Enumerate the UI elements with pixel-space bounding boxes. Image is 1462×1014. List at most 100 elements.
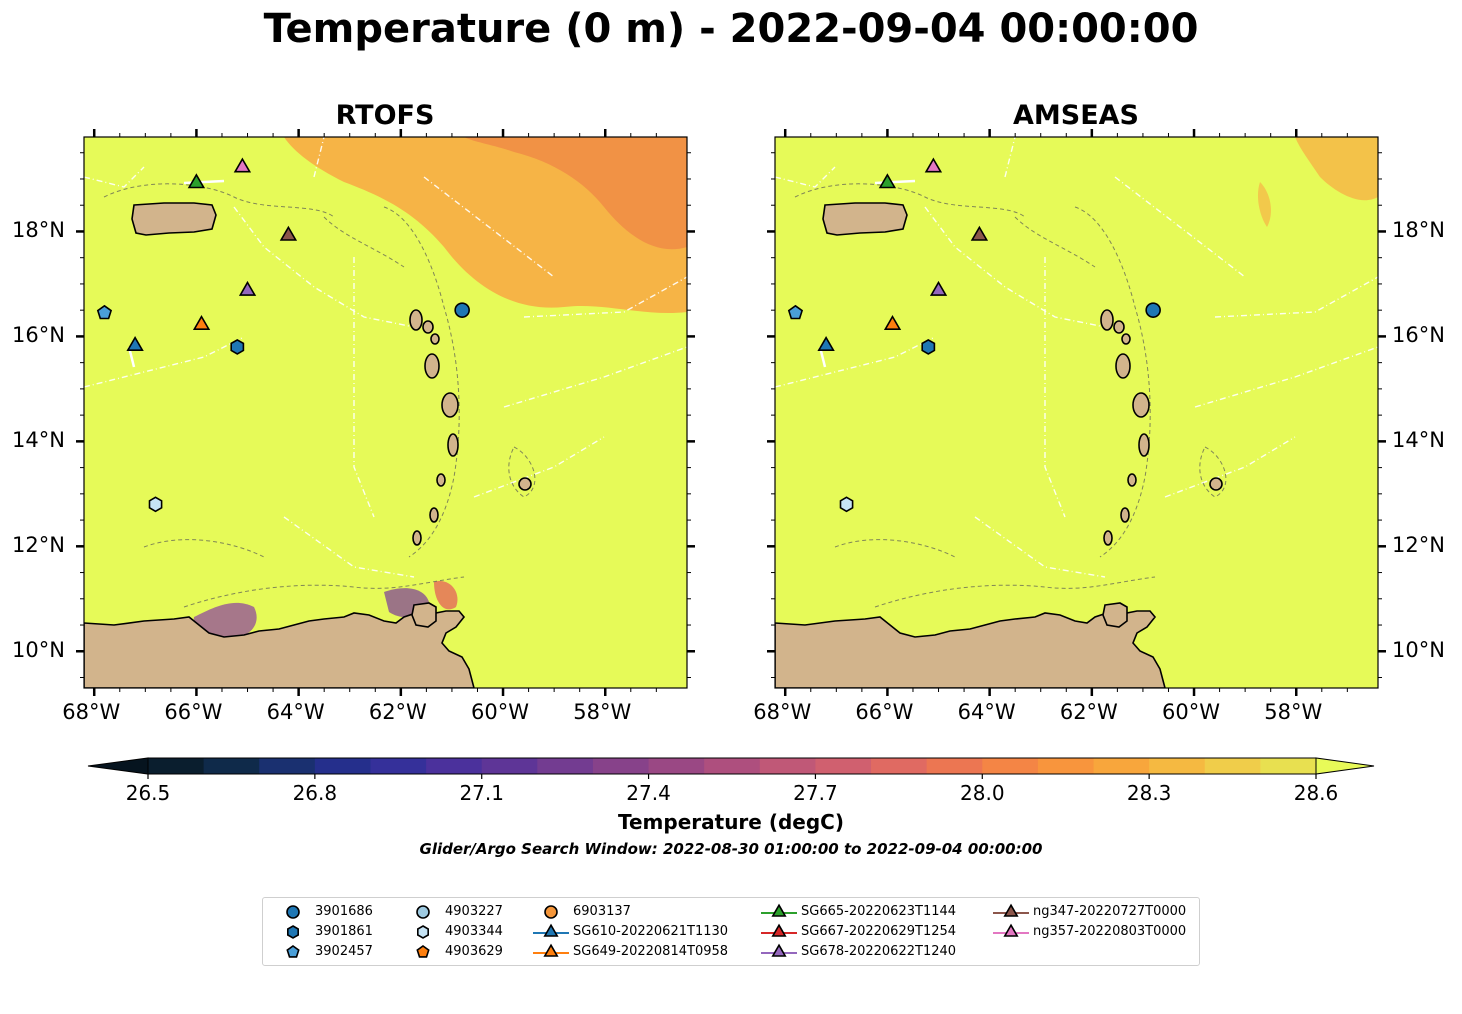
eez-boundary	[473, 436, 605, 498]
eez-boundary	[283, 516, 415, 578]
map-frame	[774, 136, 1379, 689]
colorbar-frame	[147, 757, 1317, 775]
colorbar-tick-label: 27.7	[793, 781, 838, 805]
legend-marker	[761, 903, 797, 917]
colorbar-segment	[926, 758, 983, 774]
legend-marker	[533, 923, 569, 937]
bathymetry-contour	[834, 539, 956, 558]
legend-triangle-icon	[771, 943, 787, 957]
platform-ng347-20220727T0000	[970, 225, 989, 241]
y-tick-label: 18°N	[12, 218, 65, 243]
legend-triangle-icon	[1003, 903, 1019, 917]
bathymetry-contour	[183, 576, 465, 608]
colorbar-tick-label: 28.6	[1293, 781, 1339, 805]
platform-SG610-20220621T1130	[126, 336, 144, 351]
x-tick-label: 66°W	[855, 700, 914, 724]
map-frame	[83, 136, 688, 689]
legend-label: SG610-20220621T1130	[573, 924, 729, 939]
colorbar-segment	[148, 758, 205, 774]
colorbar-segment	[537, 758, 594, 774]
legend-marker	[286, 905, 300, 919]
legend-triangle-icon	[543, 923, 559, 937]
colorbar-segment	[871, 758, 928, 774]
colorbar-tick-label: 28.3	[1126, 781, 1172, 805]
x-tick-label: 60°W	[1162, 700, 1221, 724]
legend-marker	[533, 943, 569, 957]
colorbar-segment	[1093, 758, 1150, 774]
glider-track	[183, 179, 225, 185]
legend-marker	[416, 945, 430, 958]
x-tick-label: 64°W	[266, 700, 325, 724]
search-window-note: Glider/Argo Search Window: 2022-08-30 01…	[419, 840, 1043, 858]
bathymetry-contour	[103, 183, 335, 218]
platform-3902457	[96, 304, 113, 320]
platform-SG665-20220623T1144	[878, 173, 897, 189]
panel-title-rtofs: RTOFS	[335, 100, 435, 131]
legend-label: 3901686	[315, 904, 373, 919]
platform-4903344	[839, 496, 854, 513]
eez-boundary	[503, 346, 687, 408]
legend-label: ng357-20220803T0000	[1033, 924, 1187, 939]
eez-boundary	[974, 516, 1106, 578]
eez-boundary	[423, 176, 555, 278]
eez-boundary	[1214, 276, 1378, 318]
legend-triangle-icon	[771, 903, 787, 917]
legend-marker	[286, 945, 300, 958]
colorbar-segment	[704, 758, 761, 774]
figure-title: Temperature (0 m) - 2022-09-04 00:00:00	[263, 6, 1199, 52]
warm-patch	[434, 581, 458, 610]
x-tick-label: 58°W	[573, 700, 632, 724]
legend-hexagon-icon	[417, 925, 430, 939]
platform-3901861	[230, 338, 245, 355]
platform-4903344	[148, 496, 163, 513]
bathymetry-contour	[874, 576, 1156, 608]
legend-label: SG667-20220629T1254	[801, 924, 957, 939]
y-tick-label: 18°N	[1392, 218, 1445, 243]
x-tick-label: 66°W	[164, 700, 223, 724]
colorbar-segment	[426, 758, 483, 774]
y-tick-label: 10°N	[1392, 638, 1445, 663]
platform-SG678-20220622T1240	[929, 280, 948, 296]
x-tick-label: 60°W	[471, 700, 530, 724]
colorbar-tick-label: 27.1	[459, 781, 504, 805]
eez-boundary	[84, 336, 245, 388]
eez-boundary	[353, 257, 375, 518]
legend-marker	[416, 905, 430, 919]
platform-ng357-20220803T0000	[924, 157, 943, 173]
x-tick-label: 68°W	[753, 700, 812, 724]
legend-triangle-icon	[771, 923, 787, 937]
legend-marker	[993, 923, 1029, 937]
amseas-map	[775, 137, 1378, 688]
panel-title-amseas: AMSEAS	[1013, 100, 1139, 131]
y-tick-label: 14°N	[1392, 428, 1445, 453]
colorbar-segment	[815, 758, 872, 774]
eez-boundary	[1164, 436, 1296, 498]
eez-boundary	[1044, 257, 1066, 518]
x-tick-label: 64°W	[957, 700, 1016, 724]
colorbar-extend-max	[1315, 757, 1375, 775]
y-tick-label: 16°N	[1392, 323, 1445, 348]
y-tick-label: 10°N	[12, 638, 65, 663]
bathymetry-contour	[1014, 216, 1096, 268]
colorbar-segment	[1204, 758, 1261, 774]
legend-marker	[417, 925, 430, 939]
eez-boundary	[775, 336, 936, 388]
y-tick-label: 14°N	[12, 428, 65, 453]
rtofs-map	[84, 137, 687, 688]
colorbar-tick-label: 27.4	[626, 781, 671, 805]
legend-marker	[761, 943, 797, 957]
bathymetry-contour	[143, 539, 265, 558]
y-tick-label: 16°N	[12, 323, 65, 348]
x-tick-label: 68°W	[62, 700, 121, 724]
bathymetry-contour	[1199, 446, 1227, 498]
bathymetry-contour	[508, 446, 536, 498]
legend: 3901686 3901861 3902457 4903227 4903344 49036…	[262, 897, 1200, 966]
platform-ng347-20220727T0000	[279, 225, 298, 241]
y-tick-label: 12°N	[12, 533, 65, 558]
platform-SG610-20220621T1130	[817, 336, 835, 351]
cool-patch	[193, 602, 257, 638]
legend-label: 4903629	[445, 944, 503, 959]
colorbar-segment	[759, 758, 816, 774]
x-tick-label: 58°W	[1264, 700, 1323, 724]
